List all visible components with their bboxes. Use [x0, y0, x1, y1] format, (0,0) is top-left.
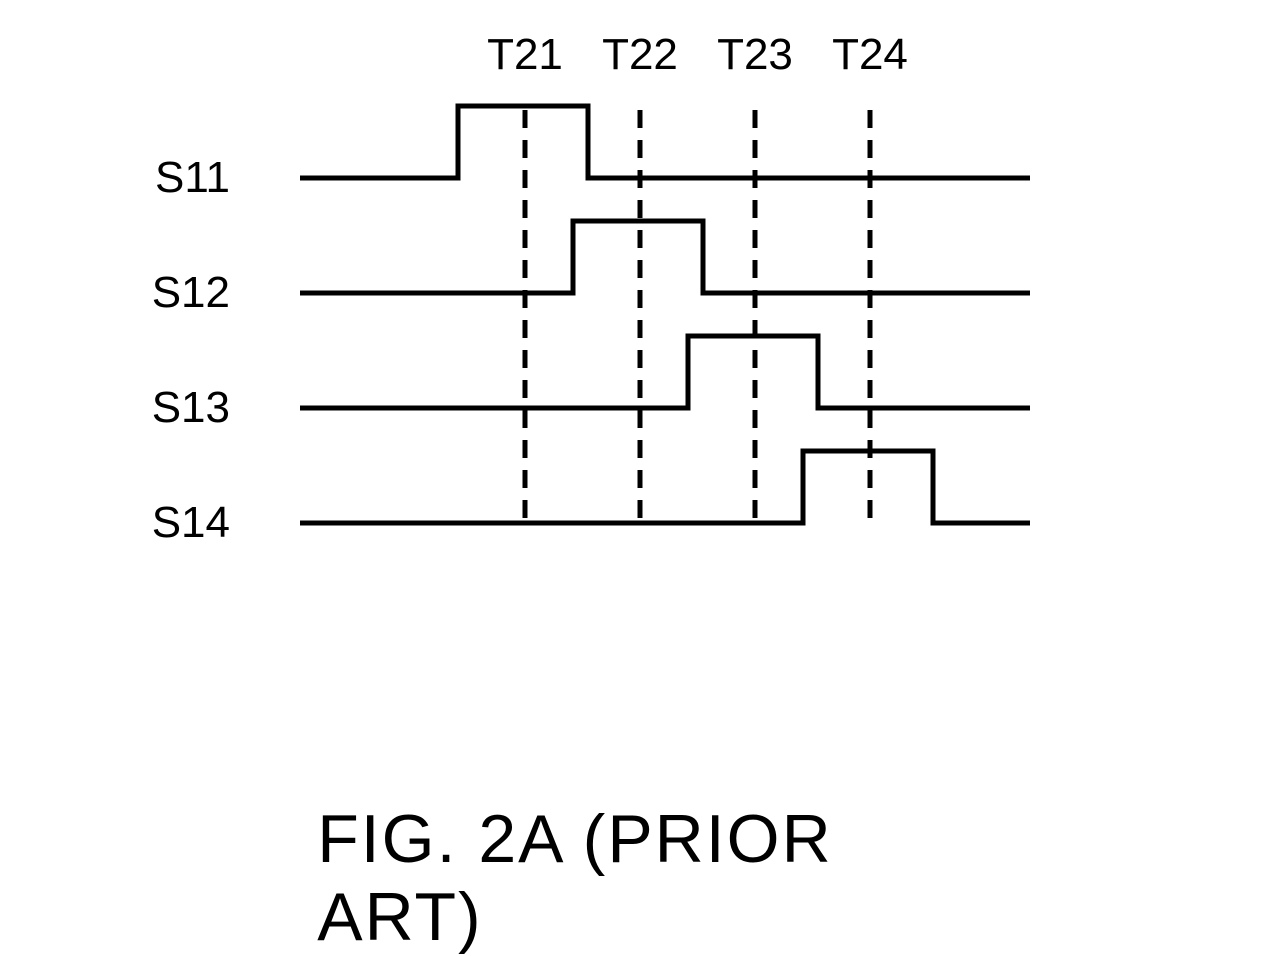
signal-label: S13: [152, 383, 230, 433]
time-label: T21: [487, 30, 563, 80]
signal-label: S12: [152, 268, 230, 318]
figure-caption: FIG. 2A (PRIOR ART): [317, 800, 952, 956]
signal-label: S11: [155, 153, 230, 203]
time-label: T23: [717, 30, 793, 80]
signal-waveform: [300, 221, 1030, 293]
timing-diagram-svg: [0, 0, 1269, 888]
signal-label: S14: [152, 498, 230, 548]
signal-waveform: [300, 451, 1030, 523]
signal-waveform: [300, 106, 1030, 178]
time-label: T24: [832, 30, 908, 80]
signal-waveform: [300, 336, 1030, 408]
time-label: T22: [602, 30, 678, 80]
